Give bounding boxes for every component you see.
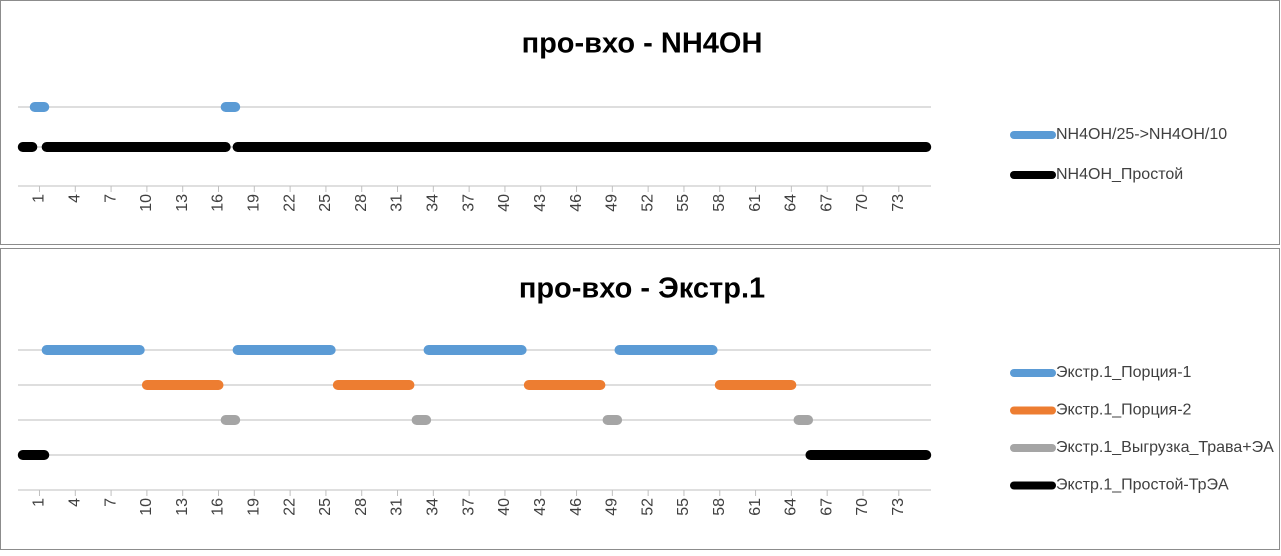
- x-tick-label: 61: [747, 194, 764, 212]
- x-tick-label: 43: [532, 194, 549, 212]
- x-tick-label: 1: [31, 498, 48, 507]
- x-tick-label: 34: [425, 194, 442, 212]
- x-tick-label: 22: [281, 194, 298, 212]
- x-tick-label: 43: [532, 498, 549, 516]
- x-tick-label: 46: [568, 498, 585, 516]
- x-tick-label: 25: [317, 194, 334, 212]
- x-tick-label: 7: [102, 194, 119, 203]
- x-tick-label: 37: [460, 498, 477, 516]
- x-tick-label: 22: [281, 498, 298, 516]
- x-tick-label: 61: [747, 498, 764, 516]
- x-tick-label: 70: [854, 194, 871, 212]
- x-tick-label: 1: [31, 194, 48, 203]
- x-tick-label: 10: [138, 194, 155, 212]
- x-tick-label: 40: [496, 498, 513, 516]
- legend-label: Экстр.1_Порция-1: [1056, 364, 1192, 381]
- x-tick-label: 49: [604, 498, 621, 516]
- x-tick-label: 37: [460, 194, 477, 212]
- x-tick-label: 25: [317, 498, 334, 516]
- panel-frame: [0, 0, 1280, 245]
- x-tick-label: 55: [675, 498, 692, 516]
- legend-label: Экстр.1_Порция-2: [1056, 402, 1192, 419]
- x-tick-label: 52: [639, 194, 656, 212]
- x-tick-label: 16: [210, 498, 227, 516]
- panel-frame: [0, 248, 1280, 550]
- x-tick-label: 40: [496, 194, 513, 212]
- x-tick-label: 73: [890, 194, 907, 212]
- x-tick-label: 7: [102, 498, 119, 507]
- legend-label: NH4OH/25->NH4OH/10: [1056, 126, 1227, 143]
- chart-title: про-вхо - Экстр.1: [519, 273, 765, 305]
- x-tick-label: 31: [389, 498, 406, 516]
- x-tick-label: 19: [246, 194, 263, 212]
- x-tick-label: 34: [425, 498, 442, 516]
- x-tick-label: 28: [353, 498, 370, 516]
- legend-label: NH4OH_Простой: [1056, 166, 1183, 183]
- x-tick-label: 46: [568, 194, 585, 212]
- legend-label: Экстр.1_Простой-ТрЭА: [1056, 477, 1229, 494]
- x-tick-label: 28: [353, 194, 370, 212]
- x-tick-label: 73: [890, 498, 907, 516]
- x-tick-label: 64: [783, 498, 800, 516]
- x-tick-label: 4: [67, 498, 84, 507]
- x-tick-label: 31: [389, 194, 406, 212]
- x-tick-label: 67: [818, 194, 835, 212]
- x-tick-label: 19: [246, 498, 263, 516]
- chart-title: про-вхо - NH4OH: [522, 28, 763, 60]
- x-tick-label: 13: [174, 498, 191, 516]
- x-tick-label: 4: [67, 194, 84, 203]
- x-tick-label: 64: [783, 194, 800, 212]
- x-tick-label: 70: [854, 498, 871, 516]
- x-tick-label: 13: [174, 194, 191, 212]
- x-tick-label: 16: [210, 194, 227, 212]
- x-tick-label: 49: [604, 194, 621, 212]
- x-tick-label: 58: [711, 194, 728, 212]
- x-tick-label: 67: [818, 498, 835, 516]
- legend-label: Экстр.1_Выгрузка_Трава+ЭА: [1056, 439, 1274, 456]
- x-tick-label: 58: [711, 498, 728, 516]
- x-tick-label: 55: [675, 194, 692, 212]
- x-tick-label: 52: [639, 498, 656, 516]
- x-tick-label: 10: [138, 498, 155, 516]
